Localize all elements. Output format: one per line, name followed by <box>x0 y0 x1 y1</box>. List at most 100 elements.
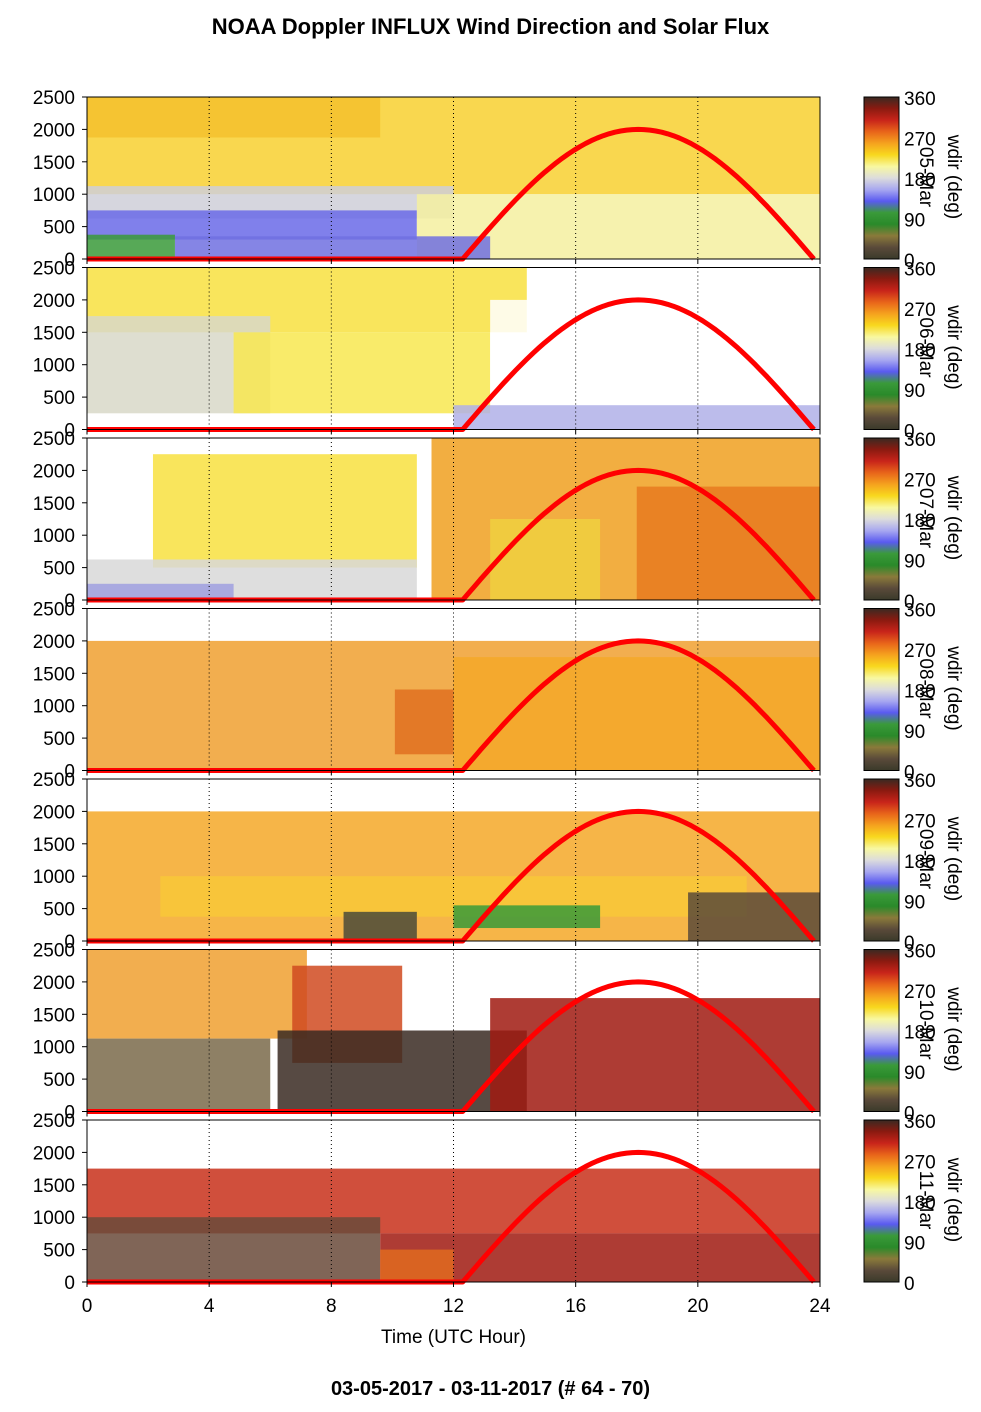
solar-flux-line <box>87 297 816 432</box>
colorbar-tick-label: 360 <box>904 1112 936 1133</box>
y-tick-label: 2500 <box>33 941 75 962</box>
y-tick-label: 1500 <box>33 1176 75 1197</box>
colorbar-tick-label: 90 <box>904 552 925 573</box>
panel-date-label: 10-Mar <box>915 999 936 1060</box>
x-tick-label: 4 <box>204 1296 215 1317</box>
wind-direction-field <box>277 1030 527 1112</box>
colorbar <box>863 949 900 1112</box>
wind-direction-field <box>87 1038 271 1112</box>
wind-direction-field <box>380 1249 454 1282</box>
chart-title: NOAA Doppler INFLUX Wind Direction and S… <box>211 14 770 39</box>
colorbar-tick-label: 90 <box>904 893 925 914</box>
y-tick-label: 2500 <box>33 429 75 450</box>
colorbar <box>863 267 900 430</box>
wind-direction-field <box>490 519 601 600</box>
colorbar-tick-label: 180 <box>904 1193 936 1214</box>
colorbar-tick-label: 0 <box>904 763 915 784</box>
y-tick-label: 500 <box>43 1070 75 1091</box>
y-tick-label: 0 <box>64 1103 75 1124</box>
wind-direction-field <box>87 234 175 259</box>
panel-date-label: 11-Mar <box>915 1171 936 1230</box>
colorbar-tick-label: 360 <box>904 771 936 792</box>
colorbar-tick-label: 180 <box>904 511 936 532</box>
colorbar-axis-label: wdir (deg) <box>943 645 964 730</box>
y-tick-label: 500 <box>43 218 75 239</box>
wind-direction-field <box>343 911 417 941</box>
x-tick-label: 20 <box>687 1296 708 1317</box>
colorbar-axis-label: wdir (deg) <box>943 475 964 560</box>
y-tick-label: 0 <box>64 762 75 783</box>
colorbar-tick-label: 180 <box>904 682 936 703</box>
colorbar-tick-label: 0 <box>904 592 915 613</box>
colorbar-tick-label: 0 <box>904 1104 915 1125</box>
colorbar-tick-label: 360 <box>904 430 936 451</box>
colorbar-tick-label: 180 <box>904 852 936 873</box>
colorbar-tick-label: 360 <box>904 89 936 110</box>
y-tick-label: 2500 <box>33 88 75 109</box>
y-tick-label: 2000 <box>33 1143 75 1164</box>
colorbar-tick-label: 270 <box>904 130 936 151</box>
x-axis-label: Time (UTC Hour) <box>381 1327 526 1348</box>
colorbar-tick-label: 180 <box>904 1023 936 1044</box>
wind-direction-field <box>87 1217 381 1282</box>
colorbar-tick-label: 270 <box>904 982 936 1003</box>
colorbar-tick-label: 90 <box>904 1063 925 1084</box>
colorbar-axis-label: wdir (deg) <box>943 134 964 219</box>
colorbar-tick-label: 90 <box>904 211 925 232</box>
y-tick-label: 2000 <box>33 461 75 482</box>
solar-flux-line <box>87 979 816 1114</box>
y-tick-label: 1500 <box>33 494 75 515</box>
wind-direction-field <box>87 583 234 600</box>
panel-date-label: 07-Mar <box>915 488 936 549</box>
x-tick-label: 8 <box>326 1296 337 1317</box>
colorbar <box>863 96 900 260</box>
wind-direction-field <box>490 998 820 1112</box>
x-tick-label: 24 <box>809 1296 831 1317</box>
solar-flux-line <box>87 638 816 773</box>
y-tick-label: 1500 <box>33 323 75 344</box>
colorbar <box>863 608 900 771</box>
y-tick-label: 2000 <box>33 120 75 141</box>
y-tick-label: 2500 <box>33 770 75 791</box>
colorbar-tick-label: 90 <box>904 381 925 402</box>
y-tick-label: 2000 <box>33 973 75 994</box>
wind-direction-field <box>490 299 820 398</box>
wind-direction-field <box>636 486 820 600</box>
solar-flux-line <box>87 126 816 262</box>
wind-direction-field <box>87 949 307 1039</box>
y-tick-label: 2000 <box>33 632 75 653</box>
y-tick-label: 2500 <box>33 1111 75 1132</box>
x-tick-label: 12 <box>443 1296 464 1317</box>
wind-direction-field <box>688 892 820 941</box>
colorbar-tick-label: 360 <box>904 260 936 281</box>
wind-direction-field <box>152 454 417 568</box>
colorbar <box>863 1119 900 1283</box>
wind-direction-field <box>453 405 820 430</box>
y-tick-label: 1500 <box>33 835 75 856</box>
colorbar-tick-label: 90 <box>904 1234 925 1255</box>
colorbar-axis-label: wdir (deg) <box>943 1157 964 1242</box>
y-tick-label: 0 <box>64 932 75 953</box>
panel-date-label: 08-Mar <box>915 658 936 719</box>
colorbar-axis-label: wdir (deg) <box>943 986 964 1071</box>
x-tick-label: 16 <box>565 1296 586 1317</box>
colorbar-tick-label: 270 <box>904 812 936 833</box>
y-tick-label: 500 <box>43 1241 75 1262</box>
y-tick-label: 500 <box>43 900 75 921</box>
colorbar-tick-label: 180 <box>904 170 936 191</box>
y-tick-label: 2000 <box>33 291 75 312</box>
colorbar <box>863 778 900 942</box>
colorbar-tick-label: 270 <box>904 641 936 662</box>
y-tick-label: 1000 <box>33 526 75 547</box>
panel-date-label: 06-Mar <box>915 317 936 378</box>
solar-flux-line <box>87 808 816 944</box>
y-tick-label: 1500 <box>33 153 75 174</box>
colorbar-tick-label: 270 <box>904 471 936 492</box>
date-range-footer: 03-05-2017 - 03-11-2017 (# 64 - 70) <box>330 1378 651 1400</box>
wind-direction-field <box>174 236 491 259</box>
y-tick-label: 1000 <box>33 1038 75 1059</box>
solar-flux-line <box>87 467 816 603</box>
colorbar-tick-label: 90 <box>904 722 925 743</box>
y-tick-label: 2500 <box>33 600 75 621</box>
